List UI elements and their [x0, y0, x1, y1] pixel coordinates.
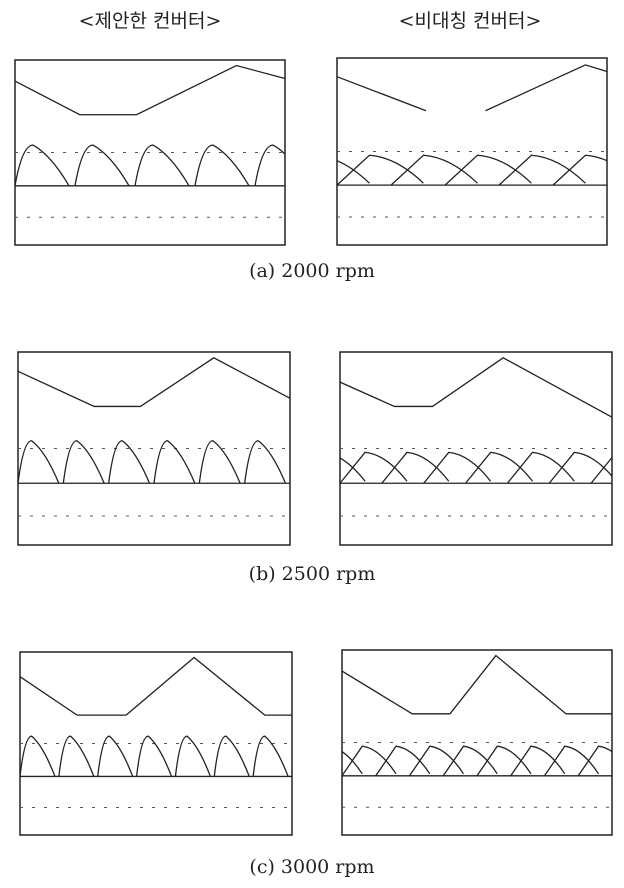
- voltage-trace: [20, 657, 292, 715]
- column-header: <비대칭 컨버터>: [399, 10, 542, 32]
- voltage-trace: [15, 66, 285, 115]
- waveforms: [0, 58, 624, 835]
- current-trace: [0, 441, 331, 483]
- current-trace: [0, 145, 369, 186]
- current-trace: [0, 736, 327, 776]
- current-trace: [298, 452, 624, 483]
- column-header: <제안한 컨버터>: [79, 10, 222, 32]
- voltage-trace: [486, 65, 608, 111]
- voltage-trace: [342, 656, 612, 714]
- voltage-trace: [337, 77, 426, 111]
- figure: <제안한 컨버터> <비대칭 컨버터> (a) 2000 rpm (b) 250…: [0, 0, 624, 888]
- scope-frame: [340, 352, 612, 545]
- voltage-trace: [18, 358, 290, 407]
- current-trace: [283, 155, 624, 185]
- caption: (c) 3000 rpm: [249, 856, 374, 878]
- caption: (b) 2500 rpm: [249, 563, 376, 585]
- scope-frame: [20, 652, 292, 835]
- caption: (a) 2000 rpm: [249, 260, 375, 282]
- current-trace: [308, 746, 624, 776]
- voltage-trace: [340, 358, 612, 417]
- scope-frame: [18, 352, 290, 545]
